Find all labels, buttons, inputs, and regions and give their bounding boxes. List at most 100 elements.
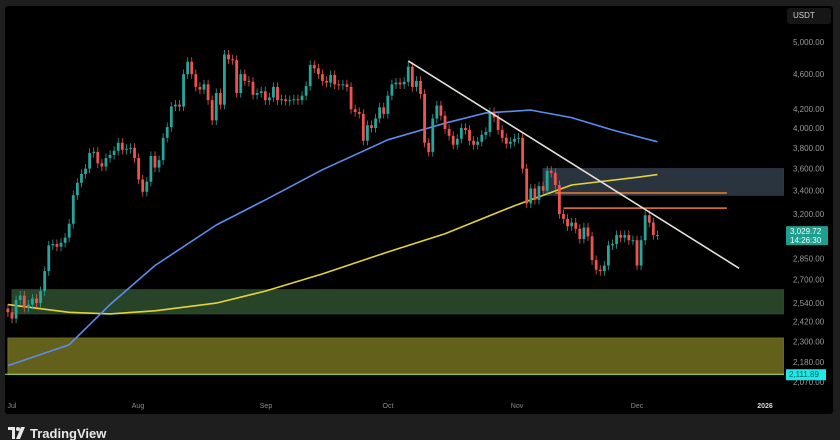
candle-body xyxy=(439,105,443,116)
candle-body xyxy=(255,93,259,95)
candle-body xyxy=(223,54,226,105)
candle-body xyxy=(292,99,296,101)
ma-slow-line xyxy=(7,173,658,315)
candle-body xyxy=(206,84,210,101)
candle-body xyxy=(14,300,18,319)
candle-body xyxy=(525,168,529,204)
candle-body xyxy=(521,137,525,169)
candle-body xyxy=(574,222,578,229)
candle-body xyxy=(141,179,145,192)
candle-body xyxy=(26,304,30,308)
candle-body xyxy=(410,66,414,87)
candle-body xyxy=(451,135,455,145)
candle-body xyxy=(566,218,569,227)
candle-body xyxy=(480,134,484,142)
candle-body xyxy=(47,245,51,272)
candle-body xyxy=(88,152,92,169)
candle-body xyxy=(129,147,132,149)
currency-unit-button[interactable]: USDT xyxy=(787,8,831,24)
candle-body xyxy=(210,100,214,121)
candle-body xyxy=(84,168,87,175)
candle-body xyxy=(427,142,431,152)
candle-body xyxy=(51,244,55,246)
candle-body xyxy=(553,172,557,186)
candle-body xyxy=(10,312,14,319)
candle-body xyxy=(370,125,373,129)
price-tick-label: 4,000.00 xyxy=(793,124,825,133)
tradingview-logo: TradingView xyxy=(8,424,106,440)
candle-body xyxy=(63,237,67,243)
candle-body xyxy=(549,170,553,173)
price-tick-label: 3,600.00 xyxy=(793,165,825,174)
candle-body xyxy=(251,81,255,95)
candle-body xyxy=(198,86,202,90)
candle-body xyxy=(541,186,545,191)
candle-body xyxy=(329,74,333,83)
candle-body xyxy=(214,93,218,121)
candle-body xyxy=(639,240,643,266)
candle-body xyxy=(169,106,173,128)
candle-body xyxy=(484,131,488,135)
candle-body xyxy=(308,65,312,87)
candle-body xyxy=(67,223,71,238)
candle-body xyxy=(349,86,353,110)
candle-body xyxy=(513,138,516,142)
zone-box-0 xyxy=(542,168,784,196)
candle-body xyxy=(635,240,639,266)
candle-body xyxy=(504,137,508,144)
candle-body xyxy=(341,84,345,86)
candle-body xyxy=(288,100,292,102)
candle-body xyxy=(435,105,439,119)
candle-body xyxy=(651,222,655,236)
price-tick-label: 3,200.00 xyxy=(793,210,825,219)
candle-body xyxy=(6,308,10,313)
candle-body xyxy=(321,74,324,81)
candle-body xyxy=(304,86,308,96)
candle-body xyxy=(594,260,598,270)
candle-body xyxy=(108,154,112,159)
candle-body xyxy=(235,60,239,94)
downtrend-line xyxy=(407,60,740,269)
zone-box-2 xyxy=(7,337,784,376)
candle-body xyxy=(615,235,618,245)
candle-body xyxy=(545,170,549,191)
candle-body xyxy=(386,95,390,114)
candle-body xyxy=(80,174,83,183)
candle-body xyxy=(231,59,234,61)
candle-body xyxy=(656,235,659,237)
candle-body xyxy=(357,111,361,114)
candle-body xyxy=(643,215,647,241)
candle-body xyxy=(92,151,96,153)
level-price-badge xyxy=(786,369,826,381)
candle-body xyxy=(374,118,377,129)
candle-body xyxy=(137,158,141,180)
price-tick-label: 5,000.00 xyxy=(793,38,825,47)
candle-body xyxy=(361,113,365,141)
candle-body xyxy=(267,97,271,101)
candle-body xyxy=(120,142,124,150)
candle-body xyxy=(194,74,198,87)
candle-body xyxy=(378,107,382,119)
candle-body xyxy=(39,291,42,304)
candle-body xyxy=(31,298,34,305)
price-tick-label: 2,420.00 xyxy=(793,318,825,327)
candle-body xyxy=(186,61,190,75)
candle-body xyxy=(239,74,243,94)
candle-body xyxy=(533,188,537,200)
candle-body xyxy=(161,137,165,161)
candle-body xyxy=(96,151,100,164)
candle-body xyxy=(133,147,136,159)
candle-body xyxy=(415,80,418,87)
candle-body xyxy=(75,182,79,196)
candle-body xyxy=(124,148,128,150)
candle-body xyxy=(272,86,275,98)
candle-body xyxy=(611,244,614,246)
candle-body xyxy=(100,163,104,167)
candle-body xyxy=(353,109,357,112)
candle-body xyxy=(280,99,284,101)
candle-body xyxy=(182,74,185,107)
candle-body xyxy=(623,235,627,238)
candle-body xyxy=(202,84,206,90)
